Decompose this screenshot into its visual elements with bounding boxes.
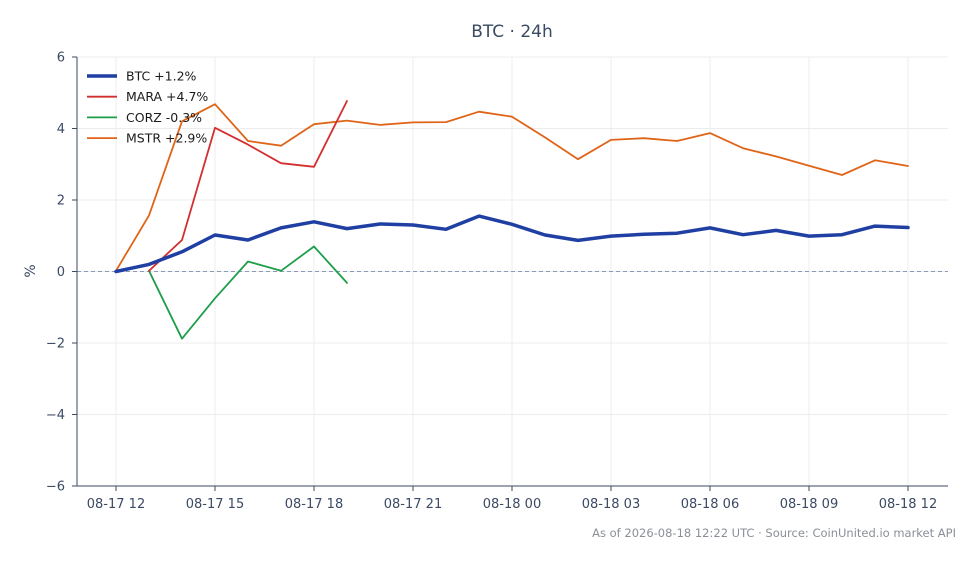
- chart-title: BTC · 24h: [471, 22, 553, 42]
- x-tick-label: 08-17 18: [285, 497, 343, 512]
- y-axis-label: %: [23, 264, 39, 277]
- x-tick-label: 08-18 06: [681, 497, 739, 512]
- axes: [72, 56, 948, 491]
- footer-source-note: As of 2026-08-18 12:22 UTC · Source: Coi…: [592, 526, 956, 540]
- y-tick-label: 6: [57, 51, 65, 66]
- series-line-corz: [148, 245, 348, 340]
- y-tick-label: 2: [57, 194, 65, 209]
- legend-label-corz: CORZ -0.3%: [126, 110, 202, 125]
- series-line-btc: [114, 214, 910, 274]
- legend: BTC +1.2% MARA +4.7% CORZ -0.3% MSTR +2.9%: [87, 69, 208, 146]
- tick-labels: −6 −4 −2 0 2 4 6 08-17 12 08-17 15 08-17 18 08-17 …: [46, 51, 937, 513]
- x-tick-label: 08-18 12: [879, 497, 937, 512]
- x-tick-label: 08-18 03: [582, 497, 640, 512]
- legend-label-btc: BTC +1.2%: [126, 69, 197, 84]
- x-tick-label: 08-18 09: [780, 497, 838, 512]
- y-tick-label: 0: [57, 265, 65, 280]
- x-tick-label: 08-17 21: [384, 497, 442, 512]
- x-tick-label: 08-17 15: [186, 497, 244, 512]
- y-tick-label: 4: [57, 122, 65, 137]
- y-tick-label: −2: [46, 337, 65, 352]
- series-line-mara: [148, 100, 348, 272]
- y-tick-label: −4: [46, 408, 65, 423]
- x-tick-label: 08-18 00: [483, 497, 541, 512]
- x-tick-label: 08-17 12: [87, 497, 145, 512]
- legend-label-mara: MARA +4.7%: [126, 89, 208, 104]
- series-line-mstr: [115, 103, 909, 272]
- series-lines: [114, 100, 910, 340]
- legend-label-mstr: MSTR +2.9%: [126, 131, 207, 146]
- y-tick-label: −6: [46, 480, 65, 495]
